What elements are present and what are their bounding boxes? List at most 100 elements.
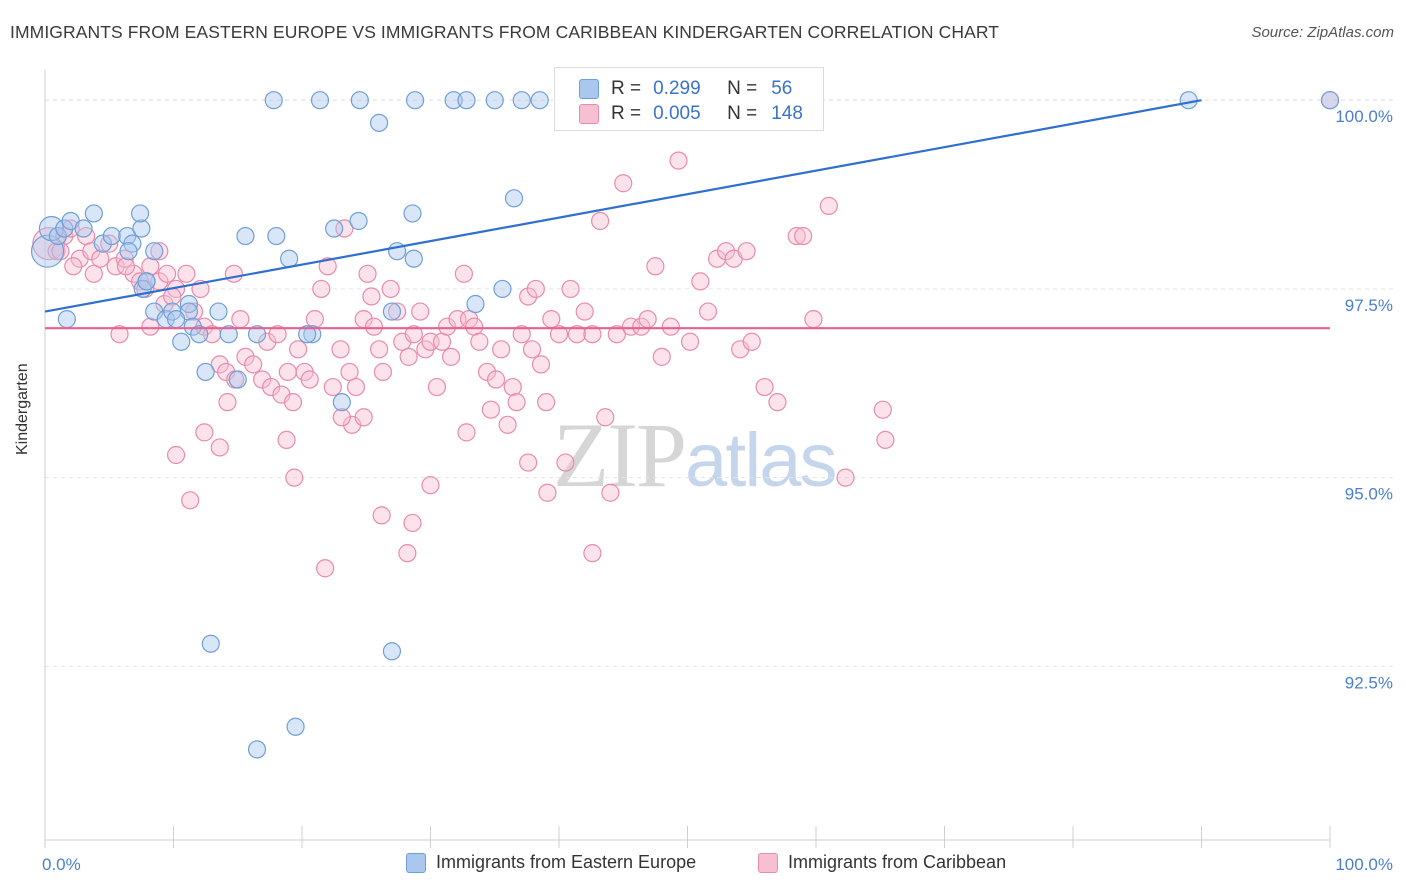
data-point	[387, 302, 407, 321]
data-point	[236, 226, 255, 246]
data-point	[219, 325, 238, 344]
stats-row-eastern-europe: R = 0.299 N = 56	[579, 77, 792, 101]
data-point	[362, 287, 381, 306]
data-point	[680, 332, 700, 351]
data-point	[110, 325, 129, 344]
data-point	[481, 400, 500, 419]
data-point	[661, 317, 680, 336]
data-point	[372, 506, 391, 525]
data-point	[531, 355, 551, 374]
data-point	[507, 393, 526, 412]
data-point	[145, 242, 164, 261]
data-point	[561, 279, 580, 299]
legend-item-eastern-europe: Immigrants from Eastern Europe	[406, 852, 696, 873]
data-point	[300, 370, 319, 389]
data-point	[303, 325, 322, 344]
data-point	[370, 113, 389, 132]
data-point	[836, 468, 855, 487]
data-point	[244, 355, 263, 374]
data-point	[195, 423, 214, 442]
data-point	[262, 377, 281, 397]
data-point	[556, 453, 575, 472]
data-point	[512, 91, 531, 110]
data-point	[427, 377, 447, 397]
data-point	[55, 219, 74, 238]
data-point	[132, 219, 151, 238]
data-point	[84, 264, 103, 283]
data-point	[381, 279, 400, 299]
data-point	[190, 325, 209, 344]
data-point	[116, 257, 136, 276]
data-point	[441, 347, 461, 366]
data-point	[373, 362, 393, 382]
data-point	[411, 302, 430, 321]
x-tick-label: 100.0%	[1335, 855, 1393, 874]
data-point	[542, 310, 561, 329]
data-point	[742, 332, 761, 351]
data-point	[51, 242, 70, 261]
data-point	[755, 377, 774, 397]
data-point	[486, 370, 506, 389]
x-tick-labels: 0.0% 100.0%	[42, 855, 1393, 874]
trend-line-eastern-europe	[44, 99, 1202, 313]
data-point	[119, 242, 138, 261]
data-point	[522, 340, 542, 359]
y-tick-label: 92.5%	[1345, 673, 1393, 692]
series-caribbean-points	[32, 91, 1340, 578]
data-point	[38, 215, 65, 242]
data-point	[137, 272, 156, 291]
data-point	[332, 408, 351, 427]
data-point	[444, 91, 463, 110]
stats-swatch-pink	[579, 104, 599, 124]
data-point	[403, 513, 422, 533]
data-point	[669, 151, 688, 170]
data-point	[64, 257, 83, 276]
data-point	[231, 310, 250, 329]
data-point	[325, 219, 344, 238]
y-axis-label: Kindergarten	[14, 363, 31, 455]
data-point	[591, 211, 610, 231]
data-point	[258, 332, 277, 351]
data-point	[285, 468, 304, 487]
y-tick-labels: 92.5% 95.0% 97.5% 100.0%	[1335, 107, 1393, 692]
data-point	[485, 91, 504, 110]
data-point	[737, 242, 756, 261]
data-point	[102, 226, 121, 246]
legend-label-caribbean: Immigrants from Caribbean	[788, 852, 1007, 872]
data-point	[224, 264, 243, 283]
data-point	[350, 91, 369, 110]
data-point	[201, 634, 220, 653]
watermark: ZIPatlas	[553, 402, 838, 508]
chart-source: Source: ZipAtlas.com	[1251, 24, 1394, 41]
data-point	[354, 408, 373, 427]
data-point	[331, 340, 350, 359]
data-point	[277, 430, 296, 450]
stats-r-label: R =	[611, 78, 642, 99]
data-point	[247, 740, 267, 759]
data-point	[166, 310, 186, 329]
data-point	[519, 287, 538, 306]
data-point	[172, 332, 191, 351]
legend-swatch-pink	[758, 852, 778, 873]
data-point	[278, 362, 297, 382]
data-point	[698, 302, 718, 321]
data-point	[210, 438, 229, 457]
data-point	[1320, 91, 1340, 110]
data-point	[74, 219, 93, 238]
data-point	[141, 317, 160, 336]
data-point	[405, 91, 425, 110]
data-point	[364, 317, 384, 336]
watermark-zip: ZIP	[553, 404, 687, 506]
y-tick-label: 97.5%	[1345, 296, 1393, 315]
data-point	[264, 91, 283, 110]
data-point	[457, 423, 476, 442]
y-tick-label: 95.0%	[1345, 485, 1393, 504]
data-point	[310, 91, 330, 110]
data-point	[638, 310, 657, 329]
data-point	[209, 302, 228, 321]
data-point	[646, 257, 665, 276]
stats-r-value: 0.299	[653, 78, 701, 99]
data-point	[236, 347, 255, 366]
data-point	[280, 249, 299, 268]
